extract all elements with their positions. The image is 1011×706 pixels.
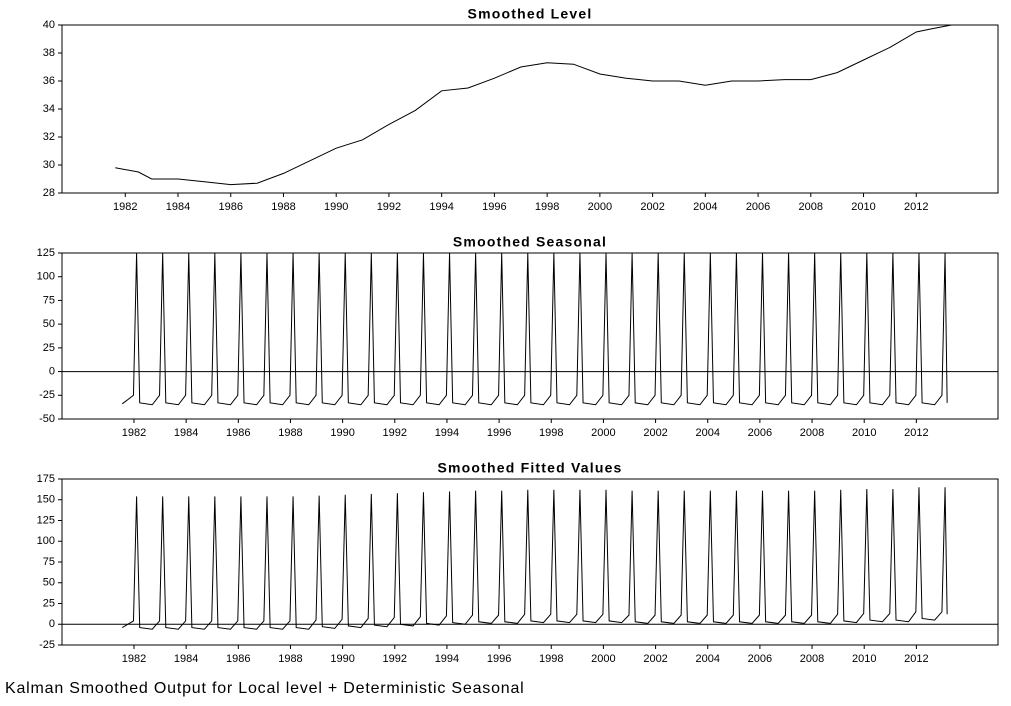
chart-title: Smoothed Fitted Values [437, 460, 622, 476]
x-tick-label: 1984 [166, 201, 190, 213]
x-tick-label: 1998 [539, 653, 563, 665]
x-tick-label: 2008 [800, 653, 824, 665]
x-tick-label: 2006 [748, 427, 772, 439]
y-tick-label: 75 [43, 556, 55, 568]
x-tick-label: 1996 [482, 201, 506, 213]
x-tick-label: 1996 [487, 427, 511, 439]
x-tick-label: 2000 [591, 653, 615, 665]
x-tick-label: 1982 [113, 201, 137, 213]
x-tick-label: 1982 [122, 653, 146, 665]
x-tick-label: 2010 [852, 427, 876, 439]
x-tick-label: 1984 [174, 427, 198, 439]
y-tick-label: -50 [39, 413, 55, 425]
x-tick-label: 2006 [748, 653, 772, 665]
y-tick-label: 0 [49, 618, 55, 630]
x-tick-label: 1998 [535, 201, 559, 213]
x-tick-label: 2000 [588, 201, 612, 213]
series-line [115, 24, 952, 186]
x-tick-label: 2012 [904, 653, 928, 665]
y-tick-label: 125 [37, 514, 55, 526]
chart-title: Smoothed Level [468, 6, 593, 22]
x-tick-label: 1992 [377, 201, 401, 213]
x-tick-label: 1990 [324, 201, 348, 213]
plot-frame [61, 252, 999, 420]
y-tick-label: 150 [37, 494, 55, 506]
y-tick-label: 40 [43, 19, 55, 31]
y-tick-label: 50 [43, 318, 55, 330]
x-tick-label: 2002 [640, 201, 664, 213]
x-tick-label: 1982 [122, 427, 146, 439]
y-tick-label: 0 [49, 365, 55, 377]
x-tick-label: 1986 [219, 201, 243, 213]
x-tick-label: 1994 [435, 427, 459, 439]
y-tick-label: 175 [37, 473, 55, 485]
x-tick-label: 1988 [278, 427, 302, 439]
x-tick-label: 2010 [851, 201, 875, 213]
x-tick-label: 1986 [226, 653, 250, 665]
x-tick-label: 2002 [643, 653, 667, 665]
x-tick-label: 2010 [852, 653, 876, 665]
y-tick-label: 32 [43, 131, 55, 143]
x-tick-label: 1992 [383, 427, 407, 439]
y-tick-label: 36 [43, 75, 55, 87]
x-tick-label: 1990 [330, 653, 354, 665]
x-tick-label: 2008 [800, 427, 824, 439]
x-tick-label: 2008 [799, 201, 823, 213]
y-tick-label: 25 [43, 342, 55, 354]
x-tick-label: 1992 [383, 653, 407, 665]
y-tick-label: 75 [43, 294, 55, 306]
chart-title: Smoothed Seasonal [453, 234, 607, 250]
x-tick-label: 2012 [904, 201, 928, 213]
x-tick-label: 1984 [174, 653, 198, 665]
y-tick-label: 30 [43, 159, 55, 171]
y-tick-label: -25 [39, 639, 55, 651]
x-tick-label: 2004 [695, 653, 719, 665]
x-tick-label: 1998 [539, 427, 563, 439]
series-line [121, 487, 948, 630]
y-tick-label: 100 [37, 271, 55, 283]
caption: Kalman Smoothed Output for Local level +… [5, 680, 525, 697]
y-tick-label: 38 [43, 47, 55, 59]
x-tick-label: 1988 [278, 653, 302, 665]
x-tick-label: 2002 [643, 427, 667, 439]
y-tick-label: 25 [43, 597, 55, 609]
x-tick-label: 1994 [435, 653, 459, 665]
x-tick-label: 1986 [226, 427, 250, 439]
y-tick-label: 50 [43, 577, 55, 589]
y-tick-label: 28 [43, 187, 55, 199]
x-tick-label: 2006 [746, 201, 770, 213]
x-tick-label: 1996 [487, 653, 511, 665]
x-tick-label: 2004 [693, 201, 717, 213]
y-tick-label: 100 [37, 535, 55, 547]
x-tick-label: 1994 [429, 201, 453, 213]
y-tick-label: 34 [43, 103, 55, 115]
y-tick-label: 125 [37, 247, 55, 259]
x-tick-label: 2004 [695, 427, 719, 439]
x-tick-label: 1990 [330, 427, 354, 439]
x-tick-label: 2012 [904, 427, 928, 439]
series-line [121, 252, 948, 406]
y-tick-label: -25 [39, 389, 55, 401]
x-tick-label: 2000 [591, 427, 615, 439]
x-tick-label: 1988 [271, 201, 295, 213]
